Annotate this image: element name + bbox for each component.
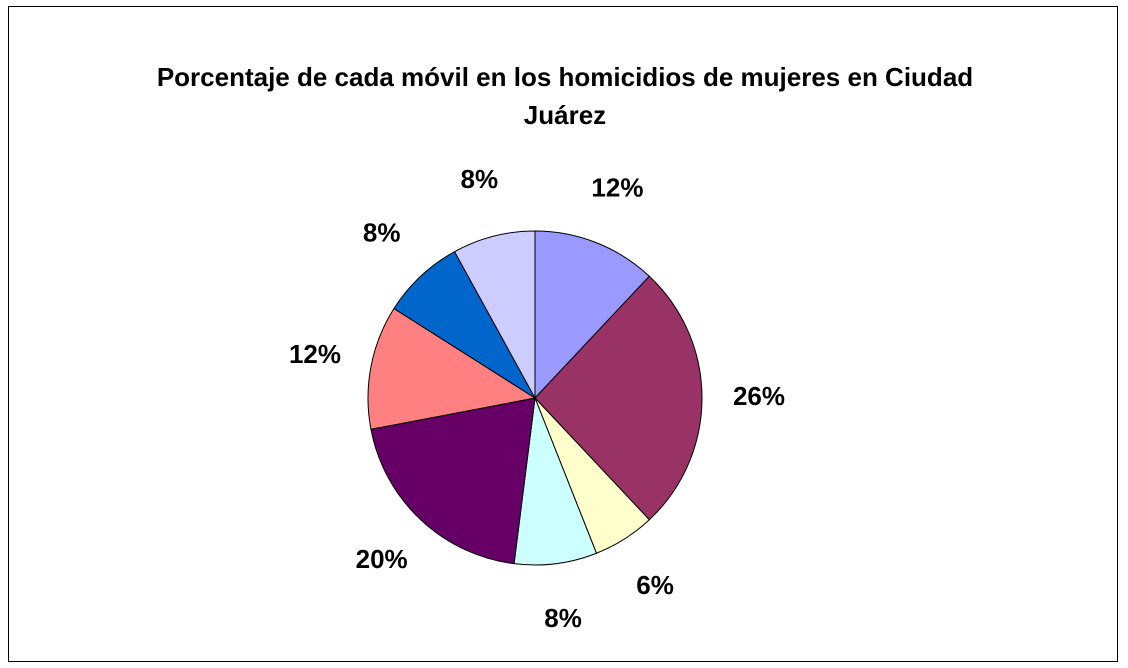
- chart-frame: [8, 6, 1118, 662]
- data-label: 6%: [636, 570, 674, 600]
- data-label: 26%: [733, 381, 785, 411]
- pie-slice: [453, 230, 536, 399]
- data-label: 8%: [363, 218, 401, 248]
- data-label: 12%: [591, 173, 643, 203]
- pie-slice: [534, 275, 703, 521]
- data-label: 20%: [356, 544, 408, 574]
- chart-title: Porcentaje de cada móvil en los homicidi…: [156, 62, 974, 130]
- pie-slice: [370, 397, 536, 565]
- pie-slice: [534, 230, 651, 400]
- pie-slice: [367, 307, 537, 430]
- data-label: 12%: [289, 339, 341, 369]
- data-label: 8%: [461, 164, 499, 194]
- data-label: 8%: [544, 603, 582, 633]
